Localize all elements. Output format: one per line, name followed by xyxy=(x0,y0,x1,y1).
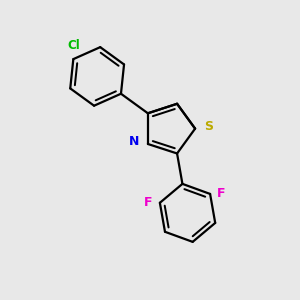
Text: F: F xyxy=(217,188,226,200)
Text: N: N xyxy=(129,135,139,148)
Text: S: S xyxy=(204,120,213,133)
Text: Cl: Cl xyxy=(67,39,80,52)
Text: F: F xyxy=(144,196,153,209)
